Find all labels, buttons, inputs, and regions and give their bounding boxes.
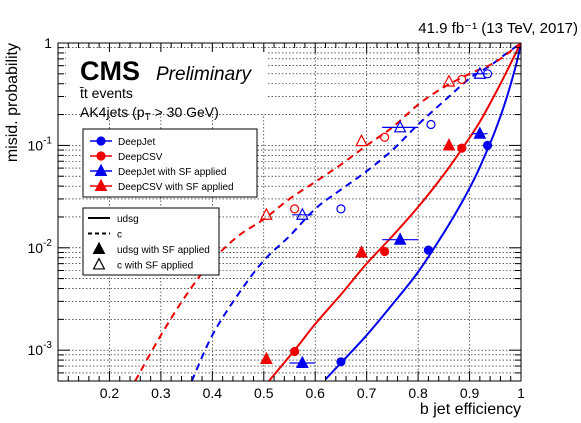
selection-label: AK4jets (pT > 30 GeV) [80,104,219,123]
y-tick-label-base: 1 [44,35,52,51]
axis-ticks: 0.2 0.3 0.4 0.5 0.6 0.7 0.8 0.9 110-310-210-11 [28,35,526,401]
experiment-label: CMS [80,56,140,86]
lumi-label: 41.9 fb⁻¹ (13 TeV, 2017) [418,20,578,37]
deepcsv-circle-open-point [290,204,300,214]
legend-line-styles-label: c with SF applied [117,261,193,272]
deepjet-circle-filled-point [423,245,433,255]
deepcsv-triangle-open-point [442,74,456,87]
legend-line-styles-marker [92,257,106,270]
curve-deepjet-c [190,43,521,381]
y-tick-label-exponent: -1 [43,135,52,146]
legend-taggers-marker [94,178,108,192]
deepjet-triangle-open-point [393,120,407,133]
legend-line-styles-marker [92,241,106,255]
x-axis-label: b jet efficiency [420,401,521,418]
deepcsv-triangle-open-point [355,133,368,147]
selection-label-main: AK4jets (p [80,104,145,120]
curve-deepcsv-udsg [268,43,521,381]
legend-line-styles-box [82,207,220,276]
x-tick-label: 0.6 [305,385,325,401]
x-tick-label: 0.4 [203,385,223,401]
deepcsv-circle-filled-point [380,246,390,257]
legend-line-styles-label: c [117,230,122,241]
deepcsv-circle-open-point [457,74,467,85]
deepcsv-triangle-filled-point [259,351,273,365]
y-tick-label: 10-3 [28,340,53,358]
x-tick-label: 0.5 [254,385,274,401]
x-tick-label: 0.7 [357,385,377,401]
legend-taggers-label: DeepCSV [118,152,163,163]
deepcsv-triangle-filled-point [442,138,456,151]
y-tick-label: 10-1 [28,135,53,153]
legend-line-styles: udsg c udsg with SF applied c with SF appli… [82,207,220,276]
deepjet-circle-filled-point [336,357,346,367]
legend-taggers-label: DeepJet [118,137,155,148]
plot-frame [57,42,522,382]
deepjet-triangle-open-point [295,207,309,220]
deepjet-circle-open-point [426,119,436,130]
deepcsv-circle-filled-point [290,346,300,357]
deepjet-circle-open-point [336,204,346,214]
deepjet-triangle-filled-point [295,355,309,369]
data-markers [259,66,493,369]
deepcsv-circle-open-point [380,132,390,142]
x-tick-label: 0.9 [460,385,480,401]
deepcsv-triangle-open-point [259,207,273,220]
selection-label-sub: T [145,112,151,123]
x-tick-label: 0.3 [151,385,171,401]
process-label: t̄t events [80,85,133,101]
y-tick-label-base: 10 [28,342,44,358]
y-tick-label: 1 [44,35,52,51]
deepjet-triangle-open-point [473,66,487,79]
x-tick-label: 1 [517,385,525,401]
legend-taggers-marker [96,151,106,161]
deepjet-triangle-filled-point [473,126,487,139]
y-tick-label: 10-2 [28,238,53,256]
legend-taggers-label: DeepCSV with SF applied [118,182,234,193]
deepcsv-triangle-filled-point [355,245,368,258]
legend-line-styles-label: udsg [117,214,139,225]
deepcsv-circle-filled-point [457,143,467,153]
y-axis-label: misid. probability [4,43,21,162]
y-tick-label-base: 10 [28,137,44,153]
legend-line-styles-label: udsg with SF applied [117,245,210,256]
y-tick-label-base: 10 [28,240,44,256]
legend-taggers-marker [96,136,106,146]
y-tick-label-exponent: -3 [43,340,52,351]
header-backdrop [66,52,266,114]
deepjet-triangle-filled-point [393,232,407,245]
legend-taggers: DeepJet DeepCSV DeepJet with SF applied Dee… [82,128,258,198]
x-tick-label: 0.8 [408,385,428,401]
x-tick-label: 0.2 [100,385,120,401]
status-label: Preliminary [156,64,253,85]
y-tick-label-exponent: -2 [43,238,52,249]
legend-taggers-label: DeepJet with SF applied [118,167,226,178]
legend-taggers-marker [94,163,108,177]
curve-deepjet-udsg [324,43,521,380]
selection-label-tail: > 30 GeV) [151,104,219,120]
curve-deepcsv-c [134,43,521,381]
deepjet-circle-filled-point [482,140,493,150]
performance-curves [134,43,521,381]
